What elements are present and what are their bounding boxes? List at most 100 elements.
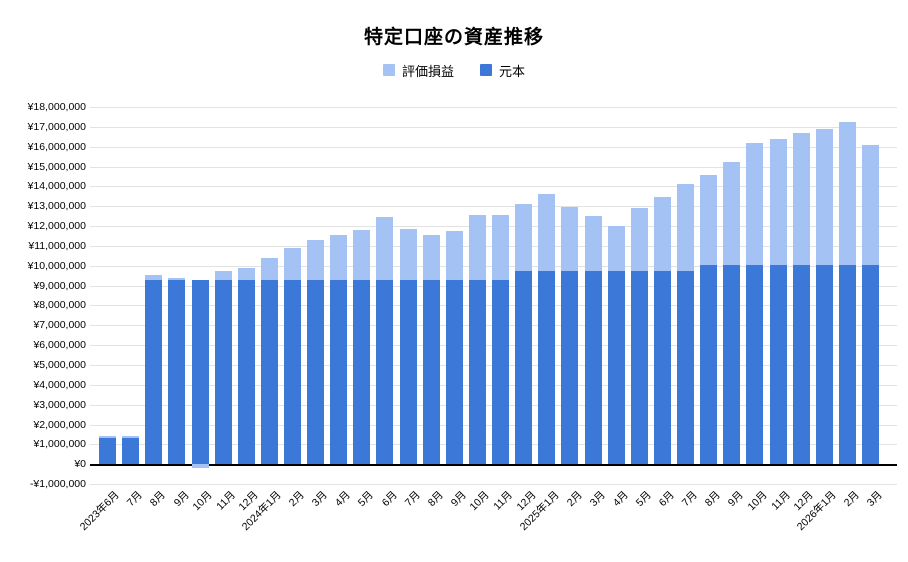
y-axis-tick-label: -¥1,000,000 <box>29 478 86 490</box>
x-axis-tick-label: 10月 <box>190 489 215 514</box>
bar-segment-gain[interactable] <box>584 216 602 271</box>
y-axis-tick-label: ¥0 <box>74 458 86 471</box>
x-axis-tick-label: 5月 <box>633 489 654 510</box>
bar-segment-principal[interactable] <box>561 270 579 465</box>
gridline <box>90 107 897 108</box>
gridline <box>90 146 897 148</box>
bar-segment-principal[interactable] <box>607 270 625 465</box>
bar-segment-principal[interactable] <box>168 279 186 465</box>
x-axis-tick-label: 9月 <box>171 489 192 510</box>
x-axis-tick-label: 6月 <box>379 489 400 510</box>
x-axis-tick-label: 11月 <box>768 489 793 513</box>
bar-segment-gain[interactable] <box>792 132 810 265</box>
bar-segment-gain[interactable] <box>99 436 116 439</box>
bar-segment-principal[interactable] <box>376 279 394 465</box>
bar-segment-principal[interactable] <box>515 270 533 465</box>
x-axis-tick-label: 7月 <box>402 489 423 510</box>
x-axis-tick-label: 4月 <box>333 489 354 510</box>
bar-segment-gain[interactable] <box>330 235 348 280</box>
bar-segment-gain-negative[interactable] <box>191 464 209 469</box>
bar-segment-gain[interactable] <box>862 144 879 265</box>
bar-segment-gain[interactable] <box>607 226 625 271</box>
gridline <box>90 186 897 188</box>
bar-segment-principal[interactable] <box>468 279 486 465</box>
bar-segment-gain[interactable] <box>122 436 140 439</box>
bar-segment-gain[interactable] <box>700 174 718 265</box>
bar-segment-principal[interactable] <box>677 270 694 465</box>
bar-segment-gain[interactable] <box>769 138 787 265</box>
bar-segment-principal[interactable] <box>422 279 440 465</box>
y-axis-tick-label: ¥13,000,000 <box>27 200 86 213</box>
bar-segment-gain[interactable] <box>630 208 648 271</box>
bar-segment-gain[interactable] <box>214 270 232 280</box>
bar-segment-principal[interactable] <box>746 264 764 465</box>
legend-item-principal[interactable]: 元本 <box>480 61 525 80</box>
bar-segment-principal[interactable] <box>653 270 671 465</box>
bar-segment-gain[interactable] <box>538 194 556 271</box>
bar-segment-gain[interactable] <box>422 235 440 280</box>
bar-segment-gain[interactable] <box>677 184 694 271</box>
zero-axis-line <box>90 463 897 466</box>
x-axis-tick-label: 10月 <box>467 489 492 514</box>
bar-segment-gain[interactable] <box>284 247 301 280</box>
bar-segment-principal[interactable] <box>145 279 163 465</box>
bar-segment-gain[interactable] <box>260 257 278 280</box>
bar-segment-principal[interactable] <box>630 270 648 465</box>
bar-segment-gain[interactable] <box>445 231 463 280</box>
bar-segment-gain[interactable] <box>746 142 764 265</box>
bar-segment-principal[interactable] <box>122 438 140 465</box>
gain-swatch-icon <box>382 64 395 76</box>
bar-segment-principal[interactable] <box>584 270 602 465</box>
bar-segment-gain[interactable] <box>168 277 186 280</box>
bar-segment-gain[interactable] <box>653 197 671 271</box>
y-axis-tick-label: ¥7,000,000 <box>33 319 86 332</box>
x-axis-tick-label: 2月 <box>286 489 307 510</box>
bar-segment-principal[interactable] <box>700 264 718 465</box>
bar-segment-gain[interactable] <box>561 207 579 271</box>
x-axis-tick-label: 6月 <box>656 489 677 510</box>
bar-segment-principal[interactable] <box>792 264 810 465</box>
x-axis-tick-label: 8月 <box>148 489 169 510</box>
bar-segment-gain[interactable] <box>399 229 417 280</box>
bar-segment-gain[interactable] <box>376 217 394 280</box>
x-axis-tick-label: 3月 <box>864 489 885 510</box>
x-axis-tick-label: 10月 <box>745 489 770 514</box>
principal-swatch-icon <box>480 64 492 76</box>
bar-segment-gain[interactable] <box>468 215 486 280</box>
bar-segment-principal[interactable] <box>862 264 879 465</box>
x-axis-tick-label: 9月 <box>726 489 747 510</box>
gridline <box>90 206 897 208</box>
x-axis-tick-label: 11月 <box>213 489 238 513</box>
y-axis-tick-label: ¥17,000,000 <box>27 120 86 133</box>
bar-segment-principal[interactable] <box>492 279 509 465</box>
bar-segment-principal[interactable] <box>445 279 463 465</box>
bar-segment-gain[interactable] <box>353 230 371 280</box>
bar-segment-principal[interactable] <box>330 279 348 465</box>
bar-segment-principal[interactable] <box>191 279 209 465</box>
bar-segment-principal[interactable] <box>538 270 556 465</box>
bar-segment-principal[interactable] <box>284 279 301 465</box>
bar-segment-gain[interactable] <box>237 267 255 280</box>
x-axis-tick-label: 2月 <box>564 489 585 510</box>
bar-segment-gain[interactable] <box>723 161 741 265</box>
bar-segment-principal[interactable] <box>214 279 232 465</box>
bar-segment-principal[interactable] <box>815 264 833 465</box>
bar-segment-principal[interactable] <box>260 279 278 465</box>
bar-segment-principal[interactable] <box>838 264 856 465</box>
bar-segment-principal[interactable] <box>237 279 255 465</box>
bar-segment-gain[interactable] <box>307 239 325 280</box>
bar-segment-gain[interactable] <box>145 274 163 280</box>
bar-segment-principal[interactable] <box>399 279 417 465</box>
x-axis-tick-label: 11月 <box>491 489 515 513</box>
bar-segment-principal[interactable] <box>99 438 116 465</box>
bar-segment-principal[interactable] <box>353 279 371 465</box>
legend-item-gain[interactable]: 評価損益 <box>382 61 454 80</box>
bar-segment-principal[interactable] <box>307 279 325 465</box>
bar-segment-principal[interactable] <box>723 264 741 465</box>
y-axis-tick-label: ¥11,000,000 <box>28 239 86 252</box>
bar-segment-gain[interactable] <box>492 215 509 280</box>
bar-segment-gain[interactable] <box>515 204 533 271</box>
bar-segment-gain[interactable] <box>815 128 833 265</box>
bar-segment-principal[interactable] <box>769 264 787 465</box>
bar-segment-gain[interactable] <box>838 121 856 265</box>
